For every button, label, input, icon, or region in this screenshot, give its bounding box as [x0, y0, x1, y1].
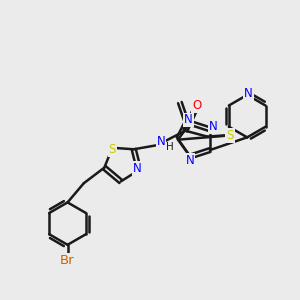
- Text: Br: Br: [60, 254, 75, 267]
- Text: S: S: [226, 129, 234, 142]
- Text: N: N: [186, 154, 195, 166]
- Text: N: N: [244, 87, 253, 100]
- Text: N: N: [184, 113, 193, 126]
- Text: N: N: [208, 120, 217, 133]
- Text: N: N: [157, 135, 166, 148]
- Text: O: O: [192, 99, 202, 112]
- Text: S: S: [109, 143, 116, 156]
- Text: H: H: [166, 142, 174, 152]
- Text: N: N: [133, 162, 142, 175]
